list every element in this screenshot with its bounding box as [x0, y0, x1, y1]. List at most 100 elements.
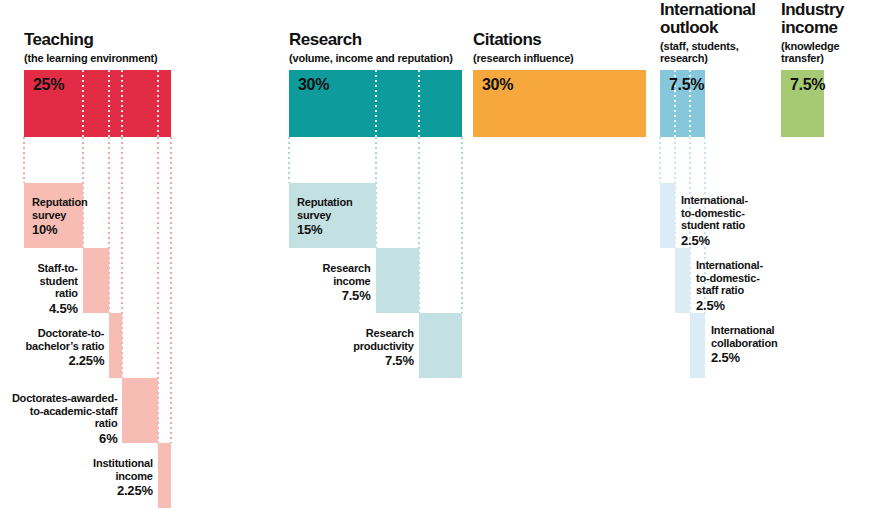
- weight-value-label: 30%: [482, 76, 513, 94]
- block-divider-dotted-line: [157, 70, 159, 137]
- component-label: Researchproductivity 7.5%: [353, 327, 414, 368]
- component-name-line: to-domestic-: [696, 272, 763, 285]
- component-block-research-1: [376, 248, 419, 313]
- component-label: Staff-to-studentratio 4.5%: [37, 262, 77, 315]
- component-label: Doctorates-awarded-to-academic-staffrati…: [12, 392, 118, 445]
- section-header-industry-income: Industryincome (knowledgetransfer): [781, 1, 844, 64]
- section-header-teaching: Teaching (the learning environment): [24, 31, 158, 65]
- guide-dotted-line: [170, 137, 172, 443]
- guide-dotted-line: [659, 137, 661, 183]
- section-subtitle: (research influence): [473, 52, 574, 64]
- weight-value-label: 7.5%: [669, 76, 704, 94]
- component-block-teaching-2: [109, 313, 122, 378]
- guide-dotted-line: [461, 137, 463, 313]
- component-label: International-to-domestic-student ratio 2…: [681, 194, 748, 247]
- section-title: Industry: [781, 1, 844, 19]
- component-name-line: ratio: [37, 287, 77, 300]
- component-name-line: ratio: [12, 417, 118, 430]
- component-name-line: International-: [681, 194, 748, 207]
- section-subtitle-line: transfer): [781, 52, 844, 64]
- methodology-weights-chart: Teaching (the learning environment) 25% Rep…: [0, 0, 881, 517]
- section-title: outlook: [660, 19, 756, 37]
- section-title: Teaching: [24, 31, 158, 49]
- guide-dotted-line: [23, 137, 25, 183]
- component-label: Internationalcollaboration 2.5%: [711, 324, 777, 365]
- component-block-international-outlook-1: [675, 248, 690, 313]
- component-percent: 7.5%: [353, 355, 414, 368]
- component-name-line: survey: [297, 209, 352, 222]
- component-percent: 4.5%: [37, 303, 77, 316]
- component-name-line: Doctorate-to-: [26, 327, 105, 340]
- component-name-line: Institutional: [93, 457, 153, 470]
- section-subtitle: (staff, students,research): [660, 40, 756, 64]
- section-subtitle: (the learning environment): [24, 52, 158, 64]
- section-title: International: [660, 1, 756, 19]
- weight-block-teaching: 25%: [24, 70, 171, 137]
- section-subtitle-line: (knowledge: [781, 40, 844, 52]
- weight-block-research: 30%: [289, 70, 462, 137]
- section-subtitle-line: (the learning environment): [24, 52, 158, 64]
- section-subtitle-line: (volume, income and reputation): [289, 52, 453, 64]
- component-name-line: staff ratio: [696, 284, 763, 297]
- component-block-research-2: [419, 313, 462, 378]
- component-name-line: student ratio: [681, 219, 748, 232]
- component-name-line: Reputation: [297, 196, 352, 209]
- section-title: Research: [289, 31, 453, 49]
- section-subtitle-line: research): [660, 52, 756, 64]
- component-name-line: to-domestic-: [681, 207, 748, 220]
- component-block-international-outlook-2: [690, 313, 705, 378]
- component-block-international-outlook-0: [660, 183, 675, 248]
- section-title: income: [781, 19, 844, 37]
- component-percent: 7.5%: [323, 290, 371, 303]
- section-header-research: Research (volume, income and reputation): [289, 31, 453, 65]
- component-name-line: International-: [696, 259, 763, 272]
- component-name-line: Research: [323, 262, 371, 275]
- component-name-line: collaboration: [711, 337, 777, 350]
- component-name-line: student: [37, 275, 77, 288]
- weight-value-label: 25%: [33, 76, 64, 94]
- section-subtitle: (knowledgetransfer): [781, 40, 844, 64]
- section-title: Citations: [473, 31, 574, 49]
- component-name-line: Reputation: [32, 196, 87, 209]
- weight-block-citations: 30%: [473, 70, 646, 137]
- section-header-international-outlook: Internationaloutlook (staff, students,res…: [660, 1, 756, 64]
- component-name-line: income: [323, 275, 371, 288]
- component-percent: 2.5%: [696, 300, 763, 313]
- section-subtitle-line: (staff, students,: [660, 40, 756, 52]
- component-name-line: Doctorates-awarded-: [12, 392, 118, 405]
- section-header-citations: Citations (research influence): [473, 31, 574, 65]
- block-divider-dotted-line: [418, 70, 420, 137]
- component-name-line: Staff-to-: [37, 262, 77, 275]
- component-label: Reputationsurvey 10%: [32, 196, 87, 237]
- component-block-teaching-1: [83, 248, 109, 313]
- component-percent: 2.5%: [681, 235, 748, 248]
- component-percent: 2.5%: [711, 352, 777, 365]
- component-block-teaching-3: [122, 378, 157, 443]
- section-subtitle-line: (research influence): [473, 52, 574, 64]
- component-percent: 2.25%: [93, 485, 153, 498]
- component-percent: 15%: [297, 224, 352, 237]
- component-percent: 10%: [32, 224, 87, 237]
- block-divider-dotted-line: [82, 70, 84, 137]
- component-name-line: bachelor’s ratio: [26, 340, 105, 353]
- section-subtitle: (volume, income and reputation): [289, 52, 453, 64]
- component-name-line: productivity: [353, 340, 414, 353]
- component-label: Doctorate-to-bachelor’s ratio2.25%: [26, 327, 105, 368]
- weight-value-label: 30%: [298, 76, 329, 94]
- component-percent: 6%: [12, 433, 118, 446]
- block-divider-dotted-line: [121, 70, 123, 137]
- block-divider-dotted-line: [108, 70, 110, 137]
- weight-block-international-outlook: 7.5%: [660, 70, 705, 137]
- weight-value-label: 7.5%: [790, 76, 825, 94]
- component-label: Institutionalincome 2.25%: [93, 457, 153, 498]
- weight-block-industry-income: 7.5%: [781, 70, 824, 137]
- component-name-line: Research: [353, 327, 414, 340]
- component-name-line: to-academic-staff: [12, 405, 118, 418]
- guide-dotted-line: [288, 137, 290, 183]
- component-label: Reputationsurvey 15%: [297, 196, 352, 237]
- component-label: Researchincome 7.5%: [323, 262, 371, 303]
- component-name-line: survey: [32, 209, 87, 222]
- component-name-line: International: [711, 324, 777, 337]
- block-divider-dotted-line: [375, 70, 377, 137]
- component-name-line: income: [93, 470, 153, 483]
